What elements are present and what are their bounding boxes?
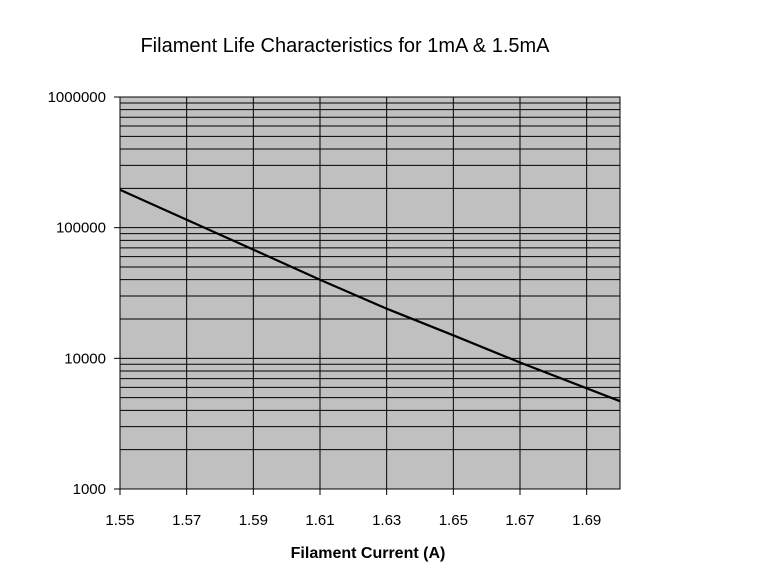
- x-tick-label: 1.69: [572, 512, 601, 529]
- grid-lines: [120, 97, 620, 489]
- axis-ticks: [114, 96, 588, 495]
- x-axis-title: Filament Current (A): [291, 545, 446, 562]
- y-tick-label: 100000: [56, 220, 106, 237]
- x-tick-label: 1.55: [105, 512, 134, 529]
- series-line: [119, 188, 621, 403]
- chart-title: Filament Life Characteristics for 1mA & …: [140, 35, 550, 57]
- x-tick-label: 1.61: [305, 512, 334, 529]
- x-tick-label: 1.63: [372, 512, 401, 529]
- x-tick-label: 1.57: [172, 512, 201, 529]
- x-tick-label: 1.65: [439, 512, 468, 529]
- y-tick-label: 1000: [73, 481, 106, 498]
- x-tick-label: 1.67: [505, 512, 534, 529]
- data-series: [119, 188, 621, 403]
- y-tick-label: 1000000: [48, 89, 106, 106]
- x-tick-labels: 1.55 1.57 1.59 1.61 1.63 1.65 1.67 1.69: [105, 512, 601, 529]
- plot-area: [120, 97, 620, 489]
- x-tick-label: 1.59: [239, 512, 268, 529]
- axes: [119, 96, 621, 490]
- y-tick-label: 10000: [64, 350, 106, 367]
- plot-border: [119, 96, 621, 490]
- y-tick-labels: 1000 10000 100000 1000000: [48, 89, 106, 498]
